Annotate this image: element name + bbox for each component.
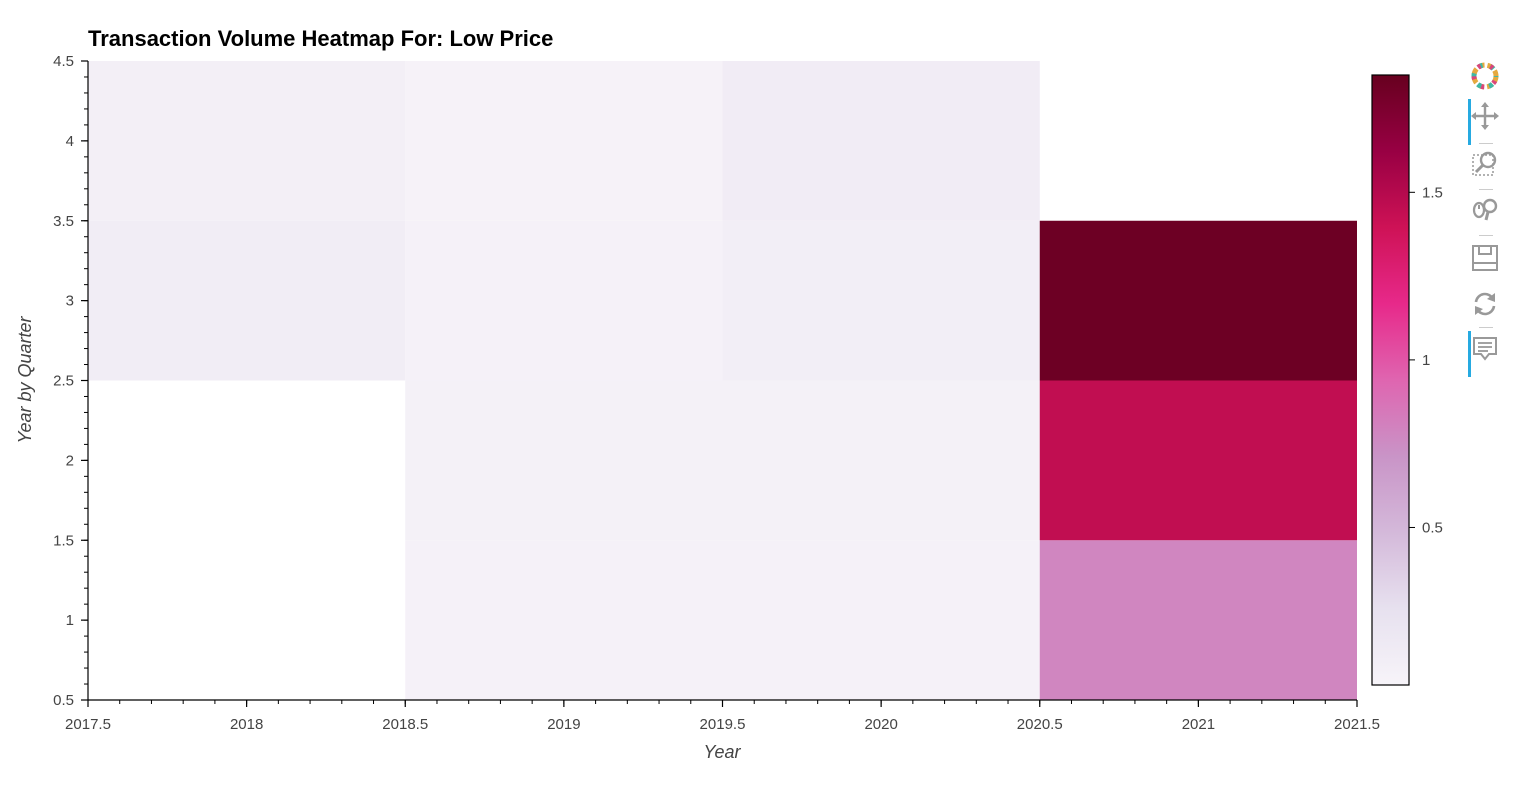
x-tick-label: 2021 xyxy=(1182,716,1215,733)
y-tick-label: 3.5 xyxy=(53,213,74,230)
y-tick-label: 2 xyxy=(66,452,74,469)
y-axis-label: Year by Quarter xyxy=(15,315,35,443)
wheel-zoom-icon[interactable] xyxy=(1468,193,1502,227)
colorbar-tick-label: 1 xyxy=(1422,352,1430,369)
heatmap-cell-2019-q4 xyxy=(405,61,723,221)
axes: 2017.5 2018 2018.5 2019 2019.5 2020 2020.5 2021… xyxy=(53,53,1380,733)
colorbar-gradient xyxy=(1371,74,1410,686)
x-tick-label: 2017.5 xyxy=(65,716,111,733)
x-tick-label: 2020.5 xyxy=(1017,716,1063,733)
heatmap-cell-2019-q1 xyxy=(405,540,723,700)
x-tick-label: 2021.5 xyxy=(1334,716,1380,733)
heatmap-cell-2018-q4 xyxy=(88,61,406,221)
chart-title: Transaction Volume Heatmap For: Low Pric… xyxy=(88,26,554,51)
y-tick-label: 1.5 xyxy=(53,532,74,549)
heatmap-cell-2021-q3 xyxy=(1039,220,1357,381)
x-tick-label: 2019 xyxy=(547,716,580,733)
hover-icon[interactable] xyxy=(1468,331,1502,377)
chart-toolbar xyxy=(1462,55,1508,385)
y-tick-label: 0.5 xyxy=(53,692,74,709)
colorbar-tick-label: 1.5 xyxy=(1422,184,1443,201)
save-icon[interactable] xyxy=(1468,241,1502,275)
reset-icon[interactable] xyxy=(1468,287,1502,321)
x-tick-label: 2019.5 xyxy=(700,716,746,733)
heatmap-cell-2019-q2 xyxy=(405,380,723,541)
heatmap-cell-2020-q4 xyxy=(722,61,1040,221)
x-axis-label: Year xyxy=(703,742,741,762)
x-tick-label: 2018 xyxy=(230,716,263,733)
heatmap-cell-2020-q3 xyxy=(722,220,1040,381)
pan-icon[interactable] xyxy=(1468,99,1502,145)
y-tick-label: 3 xyxy=(66,293,74,310)
x-tick-label: 2020 xyxy=(864,716,897,733)
y-tick-label: 4 xyxy=(66,133,74,150)
heatmap-cells xyxy=(88,61,1357,700)
colorbar-tick-label: 0.5 xyxy=(1422,519,1443,536)
y-tick-label: 1 xyxy=(66,612,74,629)
heatmap-cell-2020-q1 xyxy=(722,540,1040,700)
colorbar: 0.5 1 1.5 xyxy=(1371,74,1443,686)
heatmap-cell-2021-q2 xyxy=(1039,380,1357,541)
heatmap-cell-2018-q3 xyxy=(88,220,406,381)
x-tick-label: 2018.5 xyxy=(382,716,428,733)
y-tick-label: 2.5 xyxy=(53,373,74,390)
box-zoom-icon[interactable] xyxy=(1468,147,1502,181)
heatmap-cell-2021-q1 xyxy=(1039,540,1357,700)
heatmap-cell-2020-q2 xyxy=(722,380,1040,541)
bokeh-logo-icon[interactable] xyxy=(1468,59,1502,93)
y-tick-label: 4.5 xyxy=(53,53,74,70)
heatmap-cell-2019-q3 xyxy=(405,220,723,381)
